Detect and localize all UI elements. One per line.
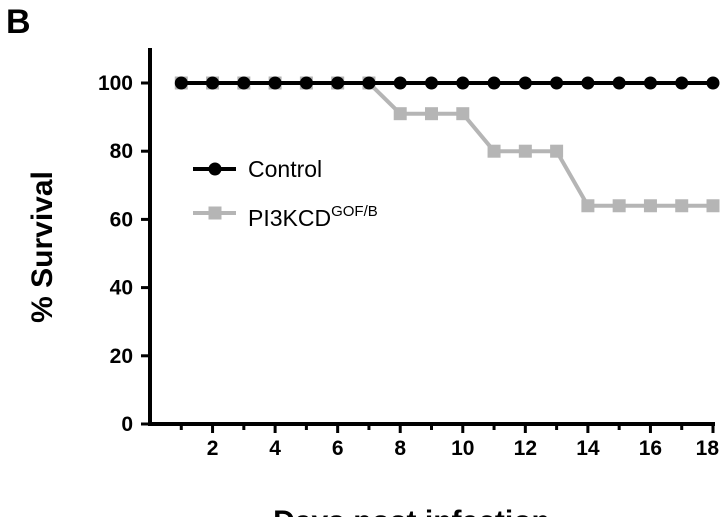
- data-point-control-day-16: [643, 76, 657, 90]
- panel-label: B: [6, 3, 31, 41]
- data-point-control-day-7: [362, 76, 376, 90]
- y-tick-label-60: 60: [110, 208, 133, 231]
- data-point-pi3kcd-day-16: [643, 199, 657, 213]
- data-point-pi3kcd-day-8: [393, 107, 407, 121]
- data-point-control-day-14: [581, 76, 595, 90]
- data-point-control-day-5: [299, 76, 313, 90]
- legend-item-control: Control: [193, 156, 322, 182]
- legend-label-pi3kcd-superscript: GOF/B: [331, 203, 378, 220]
- data-point-control-day-12: [518, 76, 532, 90]
- y-tick-label-80: 80: [110, 140, 133, 163]
- x-axis-title: Days post infection: [273, 505, 550, 517]
- x-tick-label-2: 2: [207, 437, 219, 460]
- data-point-pi3kcd-day-11: [487, 144, 501, 158]
- data-point-control-day-15: [612, 76, 626, 90]
- data-point-control-day-8: [393, 76, 407, 90]
- legend-marker-control: [208, 162, 222, 176]
- y-tick-label-100: 100: [98, 72, 133, 95]
- y-tick-label-40: 40: [110, 277, 133, 300]
- data-point-control-day-3: [237, 76, 251, 90]
- legend-label-pi3kcd: PI3KCDGOF/B: [248, 203, 378, 231]
- x-tick-label-6: 6: [332, 437, 344, 460]
- y-axis-title: % Survival: [26, 171, 59, 323]
- data-point-control-day-11: [487, 76, 501, 90]
- x-tick-label-14: 14: [576, 437, 600, 460]
- data-point-pi3kcd-day-13: [550, 144, 564, 158]
- data-point-pi3kcd-day-10: [456, 107, 470, 121]
- data-point-control-day-10: [456, 76, 470, 90]
- y-tick-label-0: 0: [121, 413, 133, 436]
- y-tick-label-20: 20: [110, 345, 133, 368]
- data-point-control-day-6: [331, 76, 345, 90]
- legend-label-pi3kcd-main: PI3KCD: [248, 205, 331, 231]
- data-point-pi3kcd-day-12: [518, 144, 532, 158]
- data-point-control-day-17: [675, 76, 689, 90]
- data-point-control-day-9: [425, 76, 438, 90]
- legend-marker-pi3kcd: [208, 206, 222, 220]
- data-point-pi3kcd-day-17: [675, 199, 689, 213]
- data-point-pi3kcd-day-15: [612, 199, 626, 213]
- data-point-control-day-1: [174, 76, 188, 90]
- data-point-control-day-18: [706, 76, 720, 90]
- series-line-pi3kcd: [181, 81, 713, 208]
- legend-label-control: Control: [248, 156, 322, 182]
- x-tick-label-12: 12: [514, 437, 537, 460]
- x-tick-label-18: 18: [696, 437, 720, 460]
- x-tick-label-10: 10: [451, 437, 474, 460]
- legend-item-pi3kcd: PI3KCDGOF/B: [193, 203, 378, 231]
- x-tick-label-16: 16: [639, 437, 662, 460]
- data-point-control-day-13: [550, 76, 564, 90]
- data-point-pi3kcd-day-18: [706, 199, 720, 213]
- x-tick-label-4: 4: [269, 437, 281, 460]
- x-tick-label-8: 8: [394, 437, 406, 460]
- data-point-control-day-2: [206, 76, 220, 90]
- data-point-pi3kcd-day-14: [581, 199, 595, 213]
- data-point-pi3kcd-day-9: [425, 107, 438, 121]
- data-point-control-day-4: [268, 76, 282, 90]
- plot-area: 0 20 40 60 80 100 2 4 6 8 10 12 14 16 18: [98, 48, 720, 460]
- legend: Control PI3KCDGOF/B: [193, 156, 378, 231]
